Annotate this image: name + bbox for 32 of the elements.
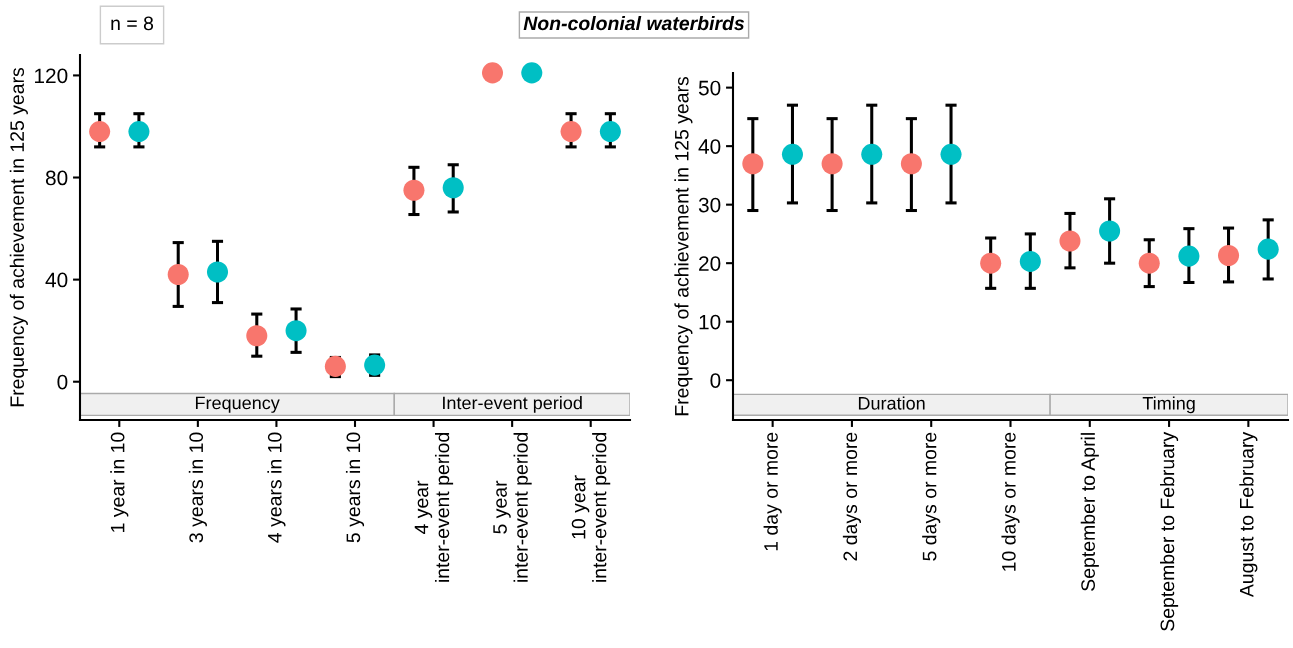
y-tick-label: 0: [710, 373, 721, 388]
x-tick-label: 1 year in 10: [110, 432, 129, 532]
y-tick-label: 120: [35, 68, 68, 84]
x-tick-label: 5 year inter-event period: [493, 433, 532, 582]
x-tick-label: 5 days or more: [922, 432, 941, 561]
y-axis-title: Frequency of achievement in 125 years: [9, 67, 28, 407]
x-tick-label: September to April: [1080, 433, 1099, 591]
x-tick-label: 1 day or more: [763, 432, 782, 551]
y-tick-label: 50: [698, 80, 721, 96]
y-tick-label: 10: [699, 314, 721, 330]
x-tick-label: September to February: [1160, 431, 1179, 631]
x-tick-label: 10 year inter-event period: [571, 433, 611, 582]
y-axis-title: Frequency of achievement in 125 years: [674, 76, 693, 416]
y-tick-label: 40: [698, 139, 721, 154]
y-tick-label: 40: [45, 272, 68, 288]
chart-title: Non-colonial waterbirds: [523, 15, 745, 31]
band-label: Duration: [858, 396, 925, 410]
band-label: Frequency: [195, 396, 280, 413]
y-tick-label: 0: [57, 374, 68, 390]
x-tick-label: 10 days or more: [1001, 432, 1020, 571]
x-tick-label: August to February: [1239, 431, 1258, 598]
y-tick-label: 20: [699, 256, 721, 271]
y-tick-label: 80: [45, 170, 68, 186]
x-tick-label: 3 years in 10: [188, 432, 207, 543]
y-tick-label: 30: [698, 197, 721, 213]
band-label: Timing: [1142, 396, 1195, 414]
text: n = 8: [111, 16, 154, 31]
x-tick-label: 5 years in 10: [345, 432, 365, 543]
band-label: Inter-event period: [443, 396, 582, 413]
x-tick-label: 4 year inter-event period: [414, 433, 454, 582]
x-tick-label: 4 years in 10: [267, 432, 286, 543]
x-tick-label: 2 days or more: [842, 432, 861, 561]
